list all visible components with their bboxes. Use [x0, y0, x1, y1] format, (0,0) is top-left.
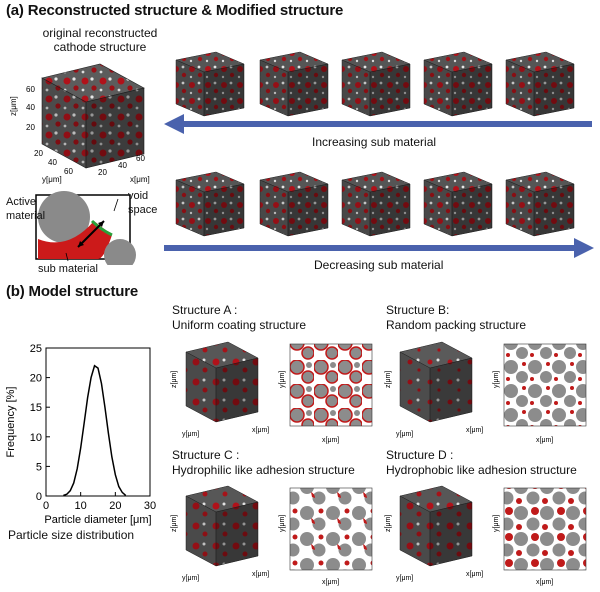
- cube-c-z-label: z[μm]: [171, 515, 178, 532]
- original-structure-label: original reconstructed cathode structure: [42, 26, 158, 54]
- cube-d-z-label: z[μm]: [385, 515, 392, 532]
- plot-frame: [45, 347, 151, 497]
- x-axis-label: Particle diameter [μm]: [44, 514, 151, 526]
- orig-x-tick: 20: [98, 168, 107, 177]
- orig-x-tick: 60: [136, 154, 145, 163]
- slice-d-x-label: x[μm]: [536, 579, 553, 586]
- psd-curve: [63, 364, 127, 497]
- x-tick-label: 30: [144, 500, 156, 512]
- cube-c-y-label: y[μm]: [182, 575, 199, 582]
- x-tick-label: 20: [109, 500, 121, 512]
- cube-a-x-label: x[μm]: [252, 427, 269, 434]
- increasing-cubes-row: [175, 51, 575, 117]
- y-tick-label: 0: [36, 491, 42, 503]
- y-axis-label: Frequency [%]: [5, 387, 17, 458]
- x-tick-label: 10: [75, 500, 87, 512]
- slice-a-x-label: x[μm]: [322, 437, 339, 444]
- decreasing-cubes-row: [175, 171, 575, 237]
- structure-a-desc: Uniform coating structure: [172, 318, 307, 332]
- cube-b-x-label: x[μm]: [466, 427, 483, 434]
- void-space-label: void space: [128, 190, 158, 216]
- x-tick-label: 0: [43, 500, 49, 512]
- panel-a-title: (a) Reconstructed structure & Modified s…: [6, 2, 344, 19]
- orig-x-label: x[μm]: [130, 175, 150, 184]
- structure-c-name: Structure C :: [172, 448, 240, 462]
- slice-a-y-label: y[μm]: [279, 371, 286, 388]
- orig-y-label: y[μm]: [42, 175, 62, 184]
- orig-y-tick: 60: [64, 167, 73, 176]
- orig-z-tick: 60: [26, 85, 35, 94]
- particle-size-chart: 0 10 20 30 0 5 10 15 20 25 Particle diameter [μm] F…: [5, 343, 156, 526]
- decreasing-arrow: [164, 238, 594, 258]
- structure-d-name: Structure D :: [386, 448, 454, 462]
- decreasing-label: Decreasing sub material: [314, 258, 444, 272]
- structure-a-name: Structure A :: [172, 303, 238, 317]
- structure-b-views: z[μm] y[μm] x[μm] x[μm] y[μm]: [385, 341, 587, 444]
- y-tick-label: 5: [36, 461, 42, 473]
- structure-c-desc: Hydrophilic like adhesion structure: [172, 463, 355, 477]
- increasing-arrow: [164, 114, 592, 134]
- orig-y-tick: 20: [34, 149, 43, 158]
- panel-b-title: (b) Model structure: [6, 283, 139, 300]
- y-tick-label: 15: [30, 402, 42, 414]
- cube-c-x-label: x[μm]: [252, 571, 269, 578]
- slice-c-x-label: x[μm]: [322, 579, 339, 586]
- original-structure-cube: z[μm] 60 40 20 20 40 60 y[μm] 20 40 60 x…: [9, 63, 150, 184]
- structure-d-desc: Hydrophobic like adhesion structure: [386, 463, 577, 477]
- cube-b-z-label: z[μm]: [385, 371, 392, 388]
- increasing-label: Increasing sub material: [312, 135, 437, 149]
- orig-z-tick: 40: [26, 103, 35, 112]
- cube-a-y-label: y[μm]: [182, 431, 199, 438]
- structure-d-views: z[μm] y[μm] x[μm] x[μm] y[μm]: [385, 485, 587, 586]
- active-material-label: Active material: [6, 196, 46, 222]
- cube-b-y-label: y[μm]: [396, 431, 413, 438]
- sub-material-label: sub material: [38, 263, 98, 275]
- orig-y-tick: 40: [48, 158, 57, 167]
- structure-b-name: Structure B:: [386, 303, 450, 317]
- structure-b-desc: Random packing structure: [386, 318, 527, 332]
- cube-d-y-label: y[μm]: [396, 575, 413, 582]
- slice-d-y-label: y[μm]: [493, 515, 500, 532]
- cube-a-z-label: z[μm]: [171, 371, 178, 388]
- orig-z-tick: 20: [26, 123, 35, 132]
- cube-d-x-label: x[μm]: [466, 571, 483, 578]
- structure-a-views: z[μm] y[μm] x[μm] x[μm] y[μm]: [171, 341, 373, 444]
- y-tick-label: 25: [30, 343, 42, 355]
- y-tick-label: 20: [30, 373, 42, 385]
- slice-b-x-label: x[μm]: [536, 437, 553, 444]
- structure-c-views: z[μm] y[μm] x[μm] x[μm] y[μm]: [171, 485, 373, 586]
- slice-b-y-label: y[μm]: [493, 371, 500, 388]
- material-legend-diagram: [35, 191, 136, 265]
- orig-z-label: z[μm]: [9, 96, 18, 116]
- y-tick-label: 10: [30, 432, 42, 444]
- slice-c-y-label: y[μm]: [279, 515, 286, 532]
- psd-caption: Particle size distribution: [8, 528, 135, 542]
- orig-x-tick: 40: [118, 161, 127, 170]
